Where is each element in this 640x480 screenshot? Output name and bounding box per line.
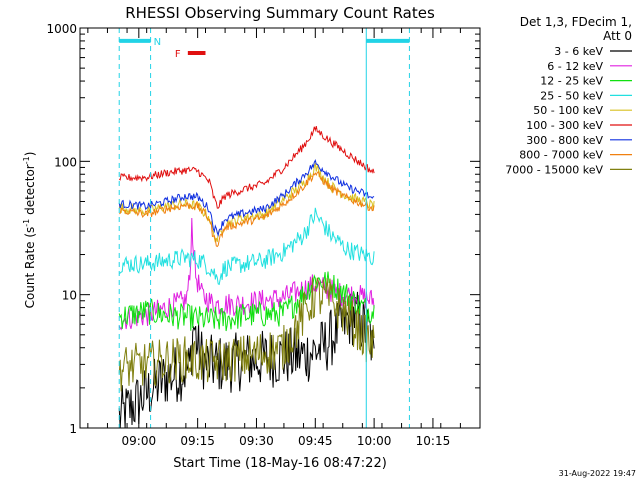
- flag-markers: NF: [118, 28, 410, 428]
- y-tick-label: 1: [69, 422, 77, 436]
- series-line-6: [118, 159, 375, 238]
- x-tick-label: 09:45: [298, 434, 333, 448]
- series-line-5: [118, 125, 375, 209]
- x-tick-label: 09:30: [239, 434, 274, 448]
- flare-flag-label: F: [175, 49, 181, 60]
- x-tick-label: 10:00: [357, 434, 392, 448]
- y-tick-label: 1000: [46, 22, 77, 36]
- legend-label: 12 - 25 keV: [540, 75, 603, 88]
- legend-header-line1: Det 1,3, FDecim 1,: [520, 15, 632, 29]
- axis-ticks: 09:00 09:15 09:30 09:45 10:00 10:15 1 10 100 1000: [46, 22, 480, 448]
- legend-label: 25 - 50 keV: [540, 89, 603, 102]
- legend-label: 3 - 6 keV: [554, 45, 603, 58]
- series-line-3: [119, 207, 375, 286]
- x-tick-label: 10:15: [416, 434, 451, 448]
- legend-label: 100 - 300 keV: [526, 119, 603, 132]
- y-tick-label: 10: [62, 289, 77, 303]
- series-lines: [118, 125, 375, 429]
- legend-label: 50 - 100 keV: [533, 104, 603, 117]
- series-line-7: [119, 170, 375, 248]
- y-tick-label: 100: [54, 155, 77, 169]
- x-tick-label: 09:15: [180, 434, 215, 448]
- legend-label: 300 - 800 keV: [526, 134, 603, 147]
- series-line-8: [118, 277, 375, 392]
- y-axis-label: Count Rate (s-1 detector-1): [22, 152, 37, 309]
- chart-title: RHESSI Observing Summary Count Rates: [125, 4, 435, 22]
- footer-date: 31-Aug-2022 19:47: [559, 469, 636, 478]
- night-flag-label: N: [154, 37, 161, 48]
- x-axis-label: Start Time (18-May-16 08:47:22): [173, 456, 387, 471]
- x-tick-label: 09:00: [122, 434, 157, 448]
- legend-label: 6 - 12 keV: [547, 60, 603, 73]
- plot-frame: [79, 27, 481, 429]
- legend-label: 7000 - 15000 keV: [505, 163, 603, 176]
- series-line-0: [118, 291, 375, 429]
- legend-header-line2: Att 0: [603, 29, 632, 43]
- legend-label: 800 - 7000 keV: [519, 149, 603, 162]
